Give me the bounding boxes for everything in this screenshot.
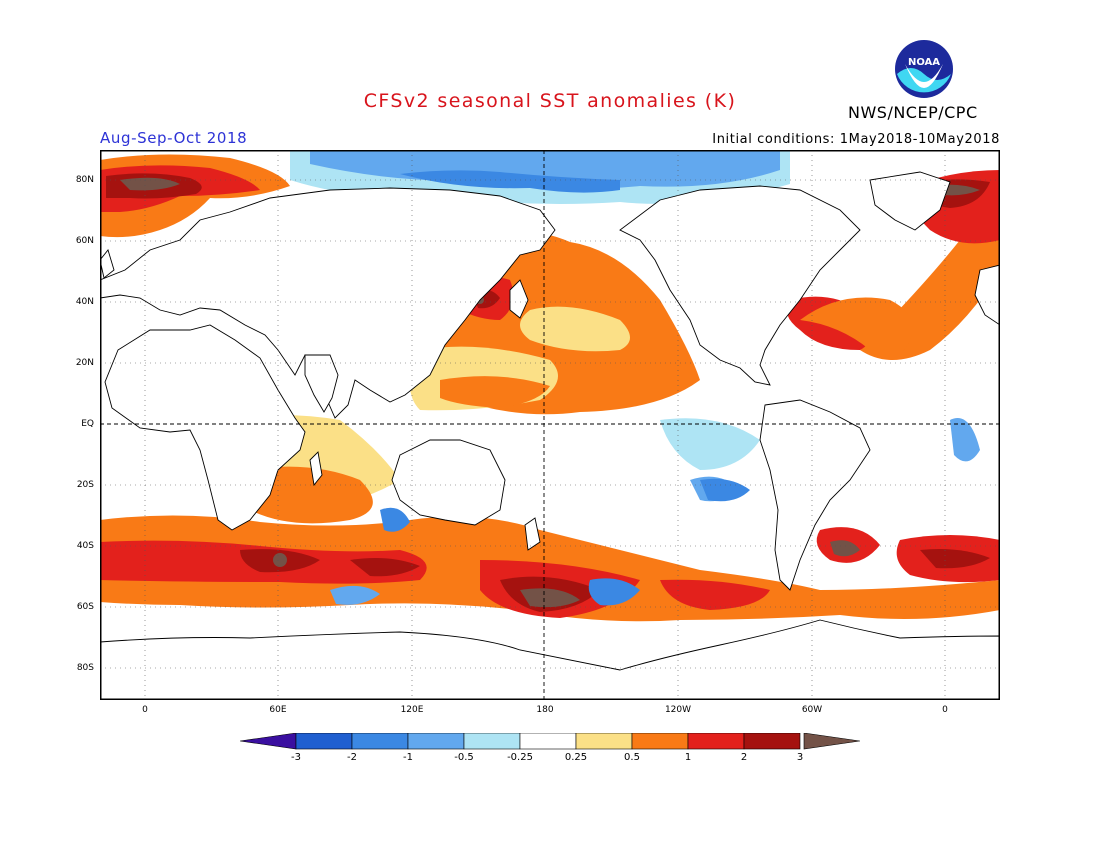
lon-label-120e: 120E — [400, 705, 424, 715]
colorbar-box-7 — [631, 733, 689, 750]
lat-label-80s: 80S — [76, 663, 94, 673]
colorbar-label-3: 3 — [796, 752, 804, 763]
colorbar-box-6 — [575, 733, 633, 750]
eurasia — [100, 187, 556, 419]
colorbar-label-1: 1 — [684, 752, 692, 763]
southern-cool-anomaly — [330, 418, 980, 606]
colorbar-box-5 — [519, 733, 577, 750]
initial-conditions-label: Initial conditions: 1May2018-10May2018 — [712, 132, 1000, 147]
chart-title: CFSv2 seasonal SST anomalies (K) — [363, 90, 737, 112]
season-label: Aug-Sep-Oct 2018 — [100, 129, 248, 147]
map-frame — [100, 150, 1000, 700]
lat-label-40n: 40N — [75, 297, 94, 307]
colorbar-box-4 — [463, 733, 521, 750]
japan — [509, 279, 529, 319]
colorbar-label-2: 2 — [740, 752, 748, 763]
colorbar — [240, 733, 860, 750]
australia — [391, 439, 506, 526]
greenland — [869, 171, 951, 231]
europe-east-edge — [974, 264, 1000, 326]
lon-label-180: 180 — [536, 705, 554, 715]
sst-anomaly-map — [100, 150, 1000, 700]
lon-label-0-east: 0 — [942, 705, 948, 715]
continents — [100, 171, 1000, 700]
india — [304, 354, 339, 413]
lon-label-60e: 60E — [269, 705, 287, 715]
new-zealand — [524, 517, 541, 551]
lon-label-0: 0 — [142, 705, 148, 715]
lat-label-eq: EQ — [81, 419, 94, 429]
british-isles — [100, 249, 115, 279]
africa — [104, 324, 306, 531]
colorbar-box-3 — [407, 733, 465, 750]
svg-text:NOAA: NOAA — [908, 57, 940, 68]
north-america — [619, 185, 861, 386]
noaa-logo: NOAA — [895, 40, 953, 98]
north-atlantic-warm-anomaly-west — [100, 154, 290, 238]
lon-label-60w: 60W — [801, 705, 823, 715]
lat-label-20s: 20S — [76, 480, 94, 490]
colorbar-box-2 — [351, 733, 409, 750]
colorbar-label-m3: -3 — [291, 752, 301, 763]
lat-label-80n: 80N — [75, 175, 94, 185]
colorbar-box-9 — [743, 733, 801, 750]
lat-label-60n: 60N — [75, 236, 94, 246]
southern-ocean-warm-anomaly — [100, 515, 1000, 622]
agency-label: NWS/NCEP/CPC — [848, 103, 978, 122]
colorbar-left-triangle — [240, 733, 297, 750]
antarctica — [100, 619, 1000, 700]
colorbar-box-8 — [687, 733, 745, 750]
colorbar-right-triangle — [803, 733, 860, 750]
colorbar-box-1 — [295, 733, 353, 750]
colorbar-label-m1: -1 — [403, 752, 413, 763]
lon-label-120w: 120W — [664, 705, 692, 715]
madagascar — [309, 451, 323, 487]
colorbar-label-m2: -2 — [347, 752, 357, 763]
south-america — [759, 399, 871, 591]
lat-label-60s: 60S — [76, 602, 94, 612]
colorbar-label-m0.5: -0.5 — [454, 752, 474, 763]
colorbar-label-0.5: 0.5 — [624, 752, 640, 763]
colorbar-label-0.25: 0.25 — [564, 752, 588, 763]
lat-label-20n: 20N — [75, 358, 94, 368]
lat-label-40s: 40S — [76, 541, 94, 551]
colorbar-label-m0.25: -0.25 — [507, 752, 533, 763]
graticule — [100, 150, 1000, 700]
